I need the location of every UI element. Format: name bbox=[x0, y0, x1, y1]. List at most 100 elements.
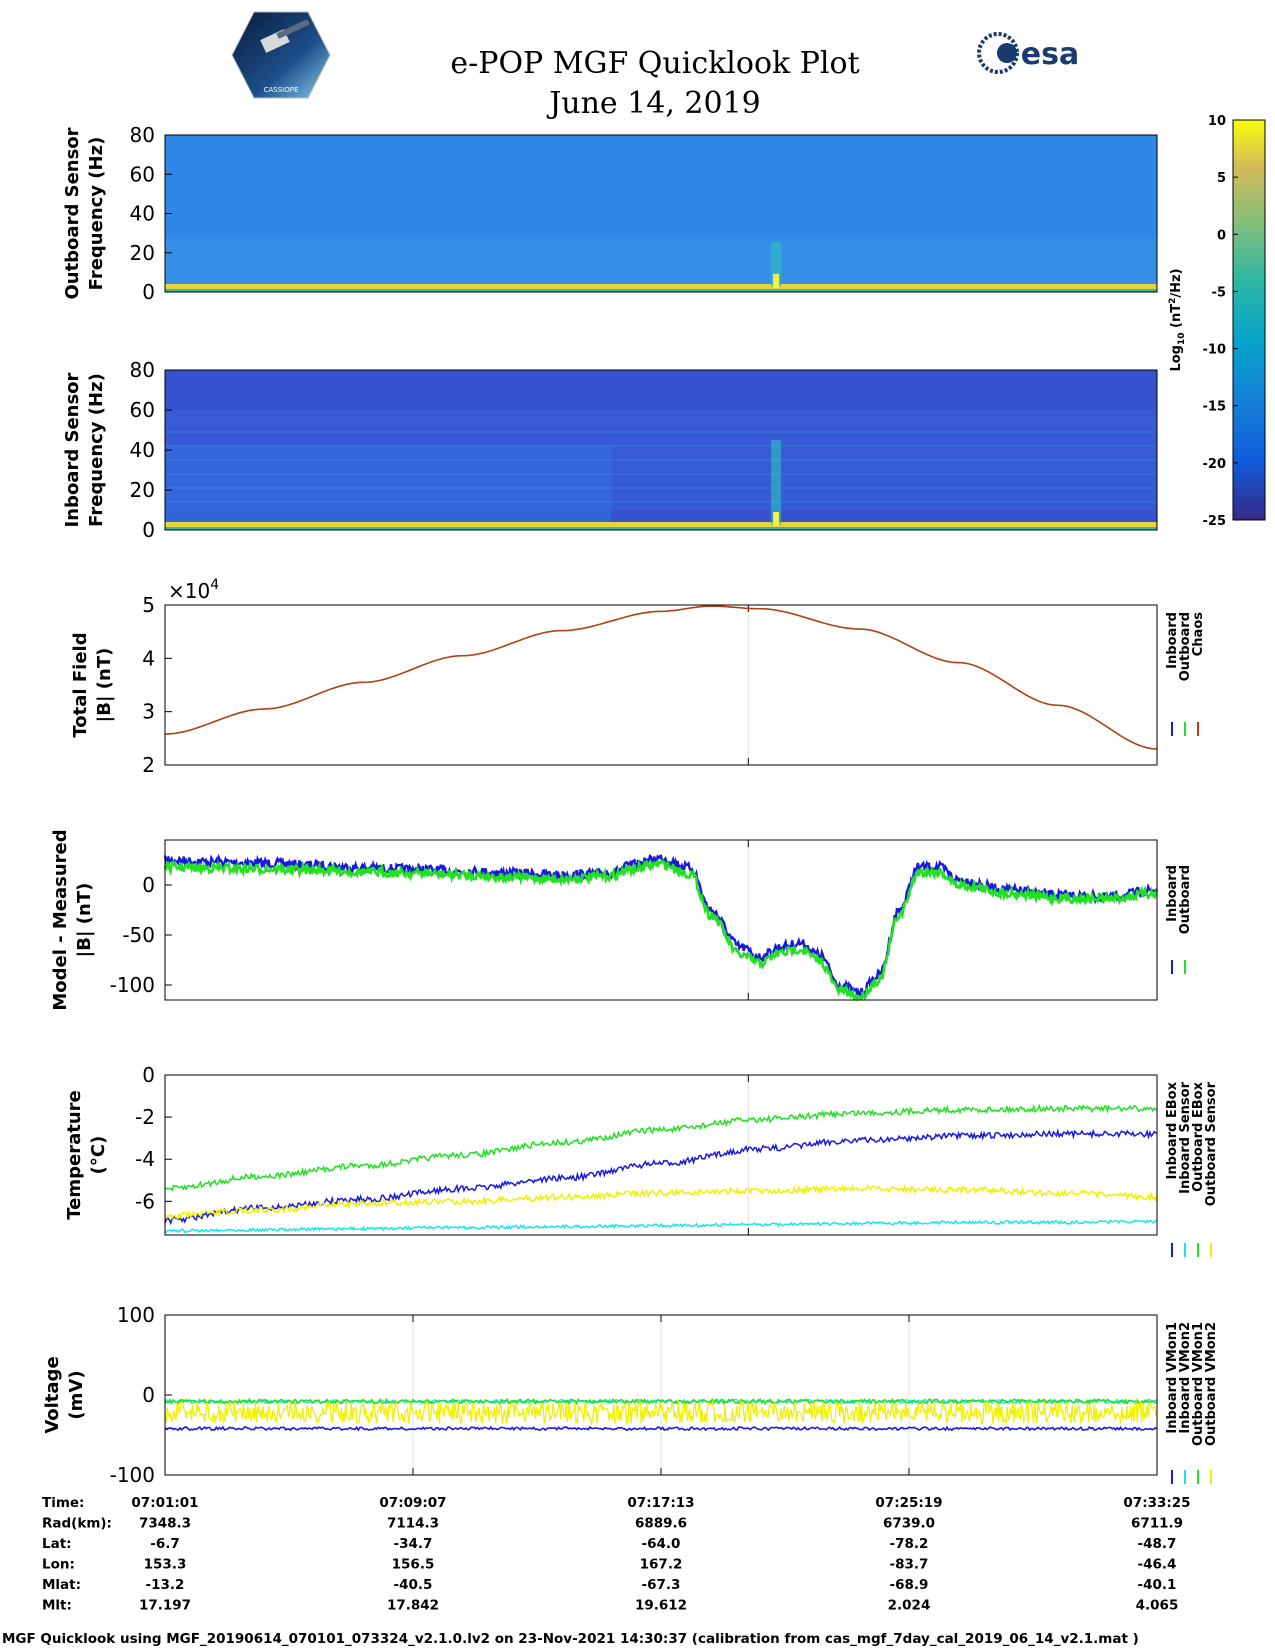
axis-label-line: Total Field bbox=[70, 632, 91, 737]
outboard-spectrogram-yticks: 80 60 40 20 0 bbox=[130, 123, 172, 304]
y-tick-label: 0 bbox=[142, 1383, 155, 1407]
table-cell: -34.7 bbox=[394, 1536, 433, 1552]
y-tick-label: 60 bbox=[130, 398, 155, 422]
y-tick-label: 0 bbox=[142, 280, 155, 304]
legend-label: Inboard bbox=[1165, 612, 1180, 669]
legend-label: Outboard VMon1 bbox=[1191, 1322, 1206, 1446]
axis-label-line: (mV) bbox=[66, 1370, 87, 1419]
table-cell: 17.842 bbox=[387, 1598, 439, 1614]
spectrogram-lowfreq-band bbox=[165, 284, 1157, 290]
voltage-yticks: 100 0 -100 bbox=[110, 1303, 172, 1487]
spectrogram-burst bbox=[773, 512, 780, 526]
esa-logo-text: esa bbox=[1021, 37, 1079, 72]
y-tick-label: 80 bbox=[130, 123, 155, 147]
colorbar-tick-label: -25 bbox=[1203, 514, 1227, 529]
inboard-residual-line bbox=[163, 853, 1159, 998]
cassiope-logo-text: CASSIOPE bbox=[264, 86, 299, 94]
spectrogram-lowfreq-band bbox=[165, 289, 1157, 292]
y-tick-label: 40 bbox=[130, 202, 155, 226]
cassiope-logo: CASSIOPE bbox=[231, 11, 331, 99]
total-field-frame bbox=[164, 604, 1158, 766]
outboard-line bbox=[164, 605, 1158, 750]
y-tick-label: 0 bbox=[142, 873, 155, 897]
inboard-spectrogram-yticks: 80 60 40 20 0 bbox=[130, 358, 172, 542]
legend-label: Outboard bbox=[1178, 612, 1193, 681]
table-row-label: Time: bbox=[42, 1495, 84, 1511]
y-tick-label: 5 bbox=[142, 593, 155, 617]
table-row-label: Mlt: bbox=[42, 1598, 72, 1614]
plot-title: e-POP MGF Quicklook Plot bbox=[450, 46, 859, 81]
y-tick-label: 60 bbox=[130, 162, 155, 186]
y-tick-label: 2 bbox=[142, 753, 155, 777]
legend-label: Inboard Sensor bbox=[1178, 1081, 1193, 1193]
table-cell: -48.7 bbox=[1138, 1536, 1177, 1552]
y-tick-label: 4 bbox=[142, 646, 155, 670]
footer-caption: MGF Quicklook using MGF_20190614_070101_… bbox=[2, 1631, 1139, 1647]
outboard-spectrogram bbox=[165, 135, 1157, 292]
temperature-yticks: 0 -2 -4 -6 bbox=[135, 1063, 172, 1213]
colorbar-tick-label: 0 bbox=[1217, 228, 1226, 243]
axis-label-line: (°C) bbox=[88, 1136, 109, 1175]
table-cell: -13.2 bbox=[146, 1577, 185, 1593]
legend-label: Inboard VMon2 bbox=[1178, 1322, 1193, 1434]
table-cell: 4.065 bbox=[1136, 1598, 1179, 1614]
axis-label-line: |B| (nT) bbox=[74, 883, 95, 958]
table-cell: 17.197 bbox=[139, 1598, 191, 1614]
spectrogram-burst bbox=[771, 242, 782, 287]
inboard-spectrogram-ylabel: Inboard Sensor Frequency (Hz) bbox=[62, 372, 107, 527]
spectrogram-lowfreq-band bbox=[165, 522, 1157, 528]
legend-label: Outboard bbox=[1178, 865, 1193, 934]
table-cell: 07:01:01 bbox=[131, 1495, 198, 1511]
table-cell: 7348.3 bbox=[139, 1516, 191, 1532]
y-tick-label: -2 bbox=[135, 1105, 155, 1129]
colorbar-label: Log10 (nT2/Hz) bbox=[1168, 268, 1187, 371]
colorbar-tick-label: -10 bbox=[1203, 343, 1227, 358]
plot-date: June 14, 2019 bbox=[546, 86, 761, 121]
y-tick-label: 20 bbox=[130, 478, 155, 502]
colorbar-tick-label: -5 bbox=[1212, 285, 1226, 300]
table-cell: 7114.3 bbox=[387, 1516, 439, 1532]
spectrogram-lowfreq-band bbox=[165, 527, 1157, 530]
table-cell: 156.5 bbox=[392, 1557, 435, 1573]
table-cell: 6739.0 bbox=[883, 1516, 935, 1532]
outboard-residual-line bbox=[163, 858, 1159, 1003]
table-cell: 07:09:07 bbox=[379, 1495, 446, 1511]
axis-label-line: Model - Measured bbox=[50, 829, 71, 1010]
y-tick-label: 3 bbox=[142, 700, 155, 724]
axis-label-line: Voltage bbox=[42, 1356, 63, 1433]
colorbar-tick-label: 5 bbox=[1217, 171, 1226, 186]
inboard-vmon2-line bbox=[164, 1397, 1158, 1406]
inboard-vmon1-line bbox=[164, 1425, 1158, 1432]
axis-label-line: Temperature bbox=[64, 1090, 85, 1219]
chaos-line bbox=[164, 605, 1158, 750]
table-cell: -6.7 bbox=[150, 1536, 180, 1552]
axis-label-line: Inboard Sensor bbox=[62, 372, 83, 527]
legend-label: Inboard EBox bbox=[1165, 1081, 1180, 1179]
table-cell: 2.024 bbox=[888, 1598, 931, 1614]
y-tick-label: -100 bbox=[110, 1463, 155, 1487]
table-cell: -46.4 bbox=[1138, 1557, 1177, 1573]
inboard-spectrogram bbox=[165, 370, 1157, 530]
colorbar-gradient bbox=[1232, 119, 1266, 521]
temperature-ylabel: Temperature (°C) bbox=[64, 1090, 109, 1219]
table-cell: 6889.6 bbox=[635, 1516, 687, 1532]
y-tick-label: -6 bbox=[135, 1189, 155, 1213]
spectrogram-band bbox=[165, 445, 612, 525]
table-cell: 19.612 bbox=[635, 1598, 687, 1614]
table-cell: 07:33:25 bbox=[1123, 1495, 1190, 1511]
voltage-grid bbox=[412, 1315, 910, 1475]
table-cell: 6711.9 bbox=[1131, 1516, 1183, 1532]
table-cell: -40.1 bbox=[1138, 1577, 1177, 1593]
axis-label-line: |B| (nT) bbox=[94, 648, 115, 723]
table-cell: 167.2 bbox=[640, 1557, 683, 1573]
spectrogram-burst bbox=[773, 274, 780, 288]
y-tick-label: 20 bbox=[130, 241, 155, 265]
y-tick-label: 40 bbox=[130, 438, 155, 462]
total-field-series bbox=[164, 605, 1158, 750]
total-field-yticks: 5 4 3 2 bbox=[142, 593, 172, 777]
